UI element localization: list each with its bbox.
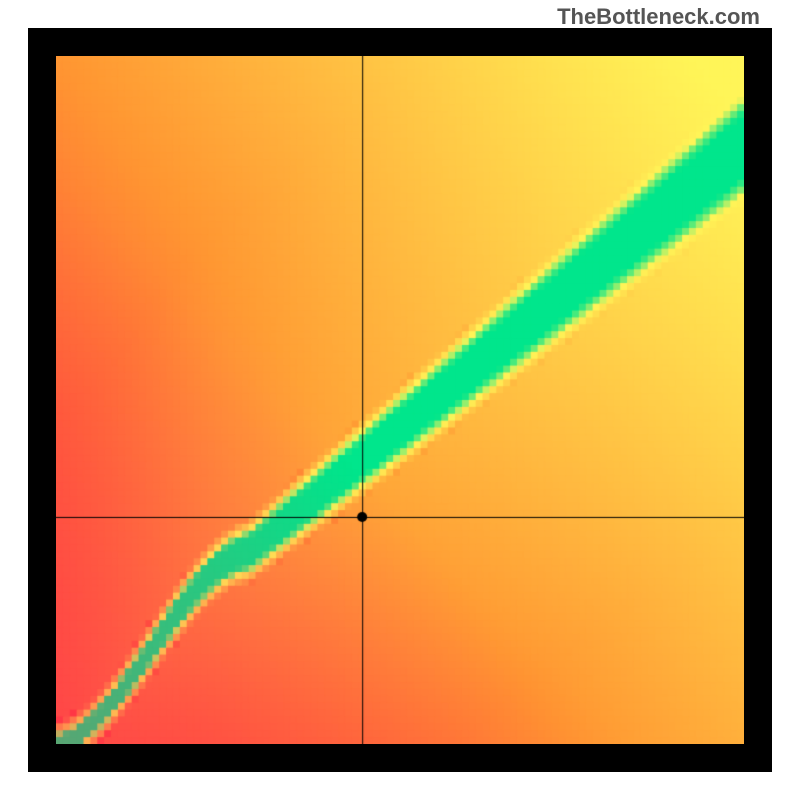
heatmap-canvas — [56, 56, 744, 744]
chart-container: TheBottleneck.com — [0, 0, 800, 800]
plot-frame — [28, 28, 772, 772]
watermark-text: TheBottleneck.com — [557, 4, 760, 30]
